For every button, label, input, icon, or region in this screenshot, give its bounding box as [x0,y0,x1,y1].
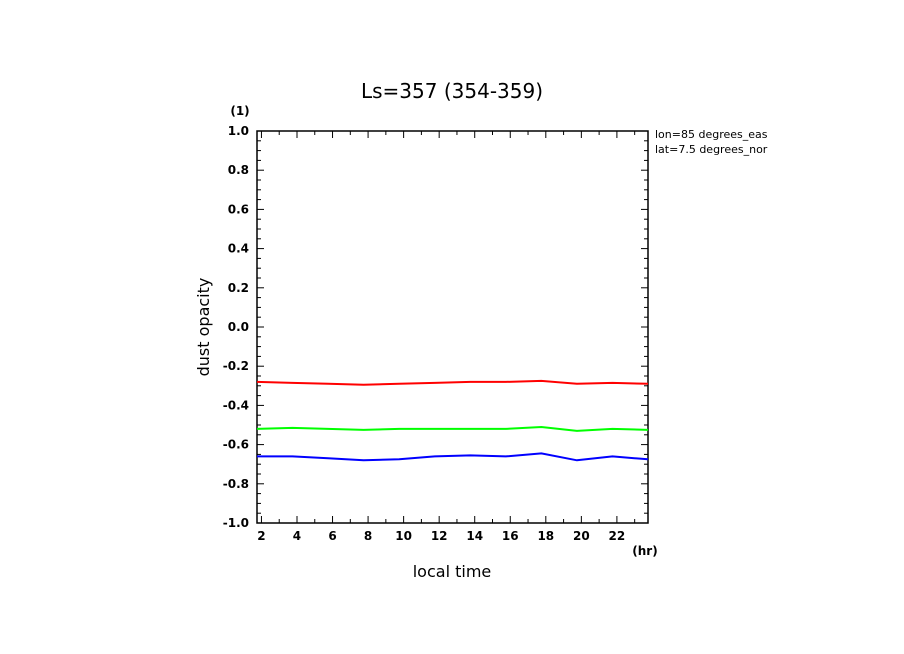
annotation-lon: lon=85 degrees_eas [655,128,768,141]
series-layer [256,379,649,462]
plot-frame [256,130,649,524]
x-tick-label: 12 [431,529,448,543]
y-tick-label: 0.4 [228,242,249,256]
y-tick-label: -0.2 [223,359,249,373]
x-tick-label: 8 [364,529,372,543]
y-tick-label: 0.2 [228,281,249,295]
x-axis-label: local time [413,562,492,581]
x-tick-label: 4 [293,529,301,543]
y-tick-label: -0.8 [223,477,249,491]
series-line-2 [257,452,649,462]
x-tick-label: 20 [573,529,590,543]
x-tick-label: 6 [328,529,336,543]
chart-title: Ls=357 (354-359) [361,79,543,103]
series-line-0 [256,379,649,386]
y-tick-label: -0.6 [223,438,249,452]
x-tick-label: 22 [609,529,626,543]
y-unit-label: (1) [230,104,249,118]
y-tick-label: 1.0 [228,124,249,138]
y-tick-label: 0.8 [228,163,249,177]
x-tick-label: 10 [395,529,412,543]
annotation-lat: lat=7.5 degrees_nor [655,143,768,156]
x-tick-label: 2 [257,529,265,543]
y-tick-label: -1.0 [223,516,249,530]
y-tick-label: 0.0 [228,320,249,334]
y-tick-label: -0.4 [223,398,249,412]
plot-area: -1.0 -0.8 -0.6 -0.4 -0.2 0.0 0.2 0.4 0.6 0.8 1.0 2 4… [223,124,649,543]
x-tick-label: 16 [502,529,519,543]
x-unit-label: (hr) [632,544,657,558]
series-line-1 [256,425,649,432]
x-tick-label: 18 [537,529,554,543]
y-tick-label: 0.6 [228,202,249,216]
y-axis-label: dust opacity [194,278,213,377]
x-tick-label: 14 [466,529,483,543]
